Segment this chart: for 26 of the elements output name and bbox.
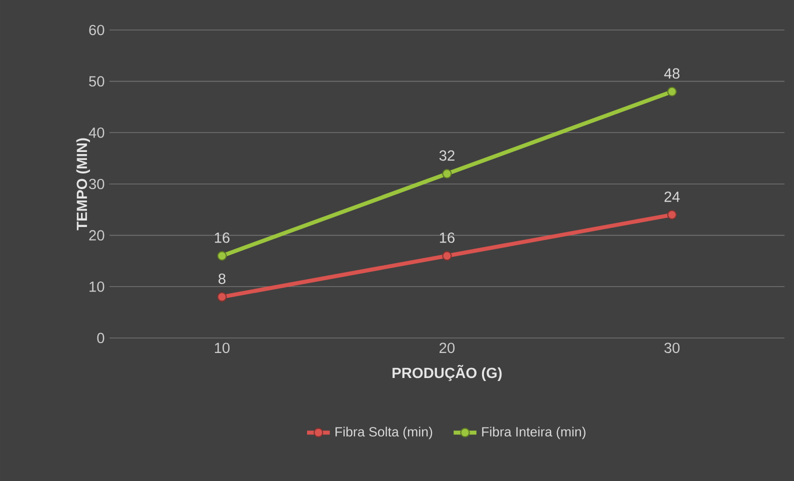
point bbox=[442, 251, 452, 261]
y-tick-label: 40 bbox=[88, 127, 104, 138]
data-label: 8 bbox=[218, 274, 226, 284]
point bbox=[442, 168, 452, 179]
x-tick-label: 20 bbox=[440, 342, 455, 354]
point bbox=[217, 292, 227, 302]
legend-label: Fibra Solta (min) bbox=[336, 426, 432, 440]
x-axis-title: PRODUÇÃO (G) bbox=[392, 364, 502, 381]
point bbox=[667, 86, 677, 96]
data-label: 32 bbox=[439, 150, 454, 161]
legend-label: Fibra Inteira (min) bbox=[482, 426, 586, 440]
data-label: 24 bbox=[664, 192, 680, 202]
data-label: 16 bbox=[440, 232, 454, 243]
point bbox=[217, 251, 227, 261]
y-tick-label: 10 bbox=[90, 281, 104, 292]
y-tick-label: 30 bbox=[89, 178, 104, 190]
y-tick-label: 60 bbox=[89, 24, 104, 36]
y-tick-label: 50 bbox=[89, 76, 104, 87]
y-tick-label: 20 bbox=[89, 230, 104, 241]
y-tick-label: 0 bbox=[97, 332, 104, 344]
data-label: 16 bbox=[214, 232, 230, 243]
x-tick-label: 30 bbox=[664, 342, 680, 354]
x-tick-label: 10 bbox=[214, 342, 230, 354]
point bbox=[667, 210, 677, 220]
y-axis-title: TEMPO (MIN) bbox=[76, 138, 90, 230]
data-label: 48 bbox=[664, 68, 680, 79]
